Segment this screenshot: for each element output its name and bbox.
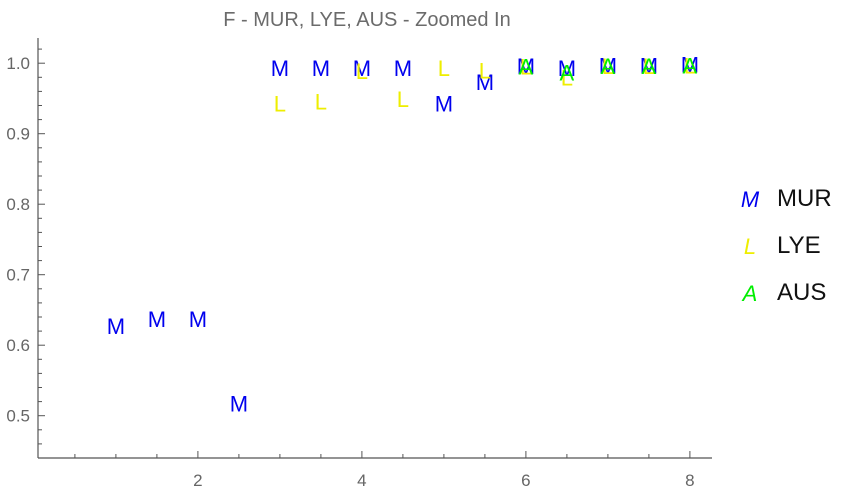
point-mur: M [517, 54, 535, 79]
point-lye: L [397, 87, 409, 112]
y-tick-label: 1.0 [6, 54, 30, 73]
legend-marker-aus: A [741, 281, 758, 306]
x-tick-label: 2 [193, 471, 202, 490]
y-tick-label: 0.9 [6, 125, 30, 144]
point-aus: A [560, 60, 575, 85]
point-lye: L [684, 53, 696, 78]
point-mur: M [681, 53, 699, 78]
point-aus: A [519, 55, 534, 80]
point-mur: M [189, 307, 207, 332]
point-lye: L [315, 89, 327, 114]
x-tick-label: 4 [357, 471, 366, 490]
point-mur: M [230, 392, 248, 417]
point-mur: M [558, 56, 576, 81]
y-tick-label: 0.6 [6, 336, 30, 355]
y-tick-label: 0.8 [6, 195, 30, 214]
legend-marker-mur: M [741, 187, 760, 212]
point-lye: L [356, 59, 368, 84]
point-lye: L [274, 91, 286, 116]
point-mur: M [312, 56, 330, 81]
x-tick-label: 8 [685, 471, 694, 490]
point-lye: L [438, 56, 450, 81]
point-mur: M [640, 53, 658, 78]
point-lye: L [561, 65, 573, 90]
legend-label-mur: MUR [777, 185, 832, 212]
point-mur: M [107, 314, 125, 339]
point-aus: A [683, 53, 698, 78]
axes: 2 4 6 8 0.5 0.6 0.7 0.8 0.9 1.0 [6, 38, 712, 490]
point-mur: M [476, 70, 494, 95]
chart-title: F - MUR, LYE, AUS - Zoomed In [223, 9, 510, 31]
y-tick-label: 0.5 [6, 407, 30, 426]
point-mur: M [599, 53, 617, 78]
point-aus: A [601, 54, 616, 79]
point-aus: A [642, 54, 657, 79]
point-mur: M [353, 56, 371, 81]
legend-label-aus: AUS [777, 279, 826, 306]
point-lye: L [520, 55, 532, 80]
point-mur: M [148, 307, 166, 332]
point-lye: L [643, 54, 655, 79]
legend: M MUR L LYE A AUS [741, 185, 832, 306]
legend-label-lye: LYE [777, 232, 821, 259]
point-mur: M [394, 56, 412, 81]
point-lye: L [602, 54, 614, 79]
x-tick-label: 6 [521, 471, 530, 490]
legend-marker-lye: L [744, 234, 756, 259]
point-mur: M [271, 56, 289, 81]
y-tick-label: 0.7 [6, 266, 30, 285]
point-mur: M [435, 91, 453, 116]
point-lye: L [479, 58, 491, 83]
